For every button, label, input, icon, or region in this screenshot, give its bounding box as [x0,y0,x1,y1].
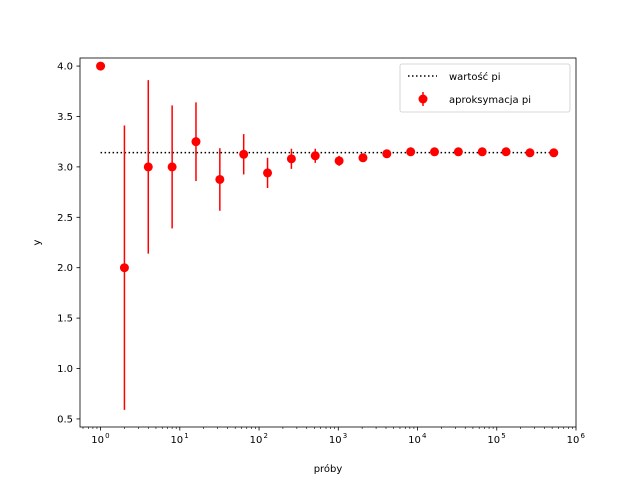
data-point [430,147,440,157]
data-point [501,147,511,157]
legend-box [399,63,571,113]
data-point [286,154,296,164]
y-tick-label: 2.5 [57,213,73,224]
plot-area [96,61,559,410]
legend-reference-line-label: wartość pi [449,71,500,83]
data-point [167,162,177,172]
data-point [334,156,344,166]
y-tick-label: 2.0 [57,263,73,274]
y-axis-label: y [32,239,43,245]
x-tick-label: 10 [487,435,500,446]
y-tick-label: 1.0 [57,364,73,375]
data-point [453,147,463,157]
x-tick-label: 10 [170,435,183,446]
data-point [119,263,129,273]
data-point [143,162,153,172]
legend: wartość pi aproksymacja pi [399,63,571,113]
x-tick-exponent: 4 [422,432,427,440]
legend-series-label: aproksymacja pi [449,95,531,106]
x-tick-exponent: 1 [184,432,188,440]
x-tick-exponent: 5 [501,432,505,440]
data-point [239,149,249,159]
x-tick-exponent: 2 [264,432,268,440]
y-tick-label: 0.5 [57,414,73,425]
y-tick-label: 4.0 [57,62,73,73]
legend-series-marker [418,94,428,104]
data-point [549,148,559,158]
x-tick-label: 10 [329,435,342,446]
x-tick-label: 10 [408,435,421,446]
x-tick-exponent: 3 [343,432,347,440]
y-tick-label: 3.5 [57,112,73,123]
data-point [310,151,320,161]
data-point [477,147,487,157]
data-point [191,137,201,147]
data-point [525,148,535,158]
x-axis-label: próby [314,463,343,475]
data-point [215,174,225,184]
data-point [96,61,106,71]
x-tick-label: 10 [91,435,104,446]
x-tick-exponent: 0 [105,432,109,440]
ticks: 10 0 10 1 10 2 10 3 10 4 10 5 10 60.51.01.52.02.53.03… [57,62,585,446]
data-point [358,153,368,163]
data-point [406,147,416,157]
x-tick-exponent: 6 [581,432,586,440]
data-point [382,149,392,159]
axes-frame [79,57,577,428]
y-tick-label: 3.0 [57,162,73,173]
x-tick-label: 10 [567,435,580,446]
x-tick-label: 10 [250,435,263,446]
y-tick-label: 1.5 [57,314,73,325]
data-point [263,168,273,178]
